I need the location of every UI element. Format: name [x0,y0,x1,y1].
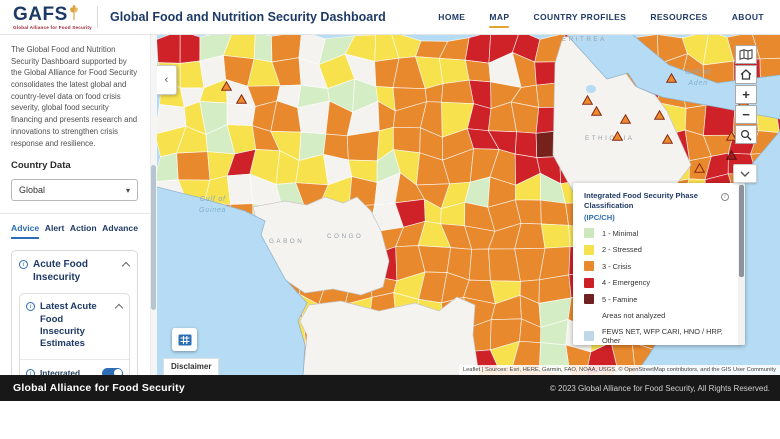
info-icon[interactable] [26,368,35,375]
sidebar: The Global Food and Nutrition Security D… [0,35,157,375]
legend-swatch [584,311,594,321]
legend-item-famine: 5 - Famine [584,294,729,304]
chevron-down-icon [740,171,750,177]
warning-triangle-icon [693,160,706,173]
disclaimer-button[interactable]: Disclaimer [163,358,220,375]
wheat-icon [69,4,78,20]
tab-alert[interactable]: Alert [44,223,65,234]
country-select[interactable]: Global ▾ [11,179,138,202]
legend-swatch [584,294,594,304]
legend-swatch [584,244,594,255]
tab-advance[interactable]: Advance [102,223,138,234]
chevron-down-icon: ▾ [125,185,130,195]
sidebar-tabs: Advice Alert Action Advance [11,223,138,240]
legend-subtitle-link[interactable]: (IPC/CH) [584,212,615,222]
legend-swatch [584,228,594,238]
sidebar-scrollbar-thumb[interactable] [151,165,156,310]
latest-estimates-card: Latest Acute Food Insecurity Estimates I… [19,293,130,375]
chevron-up-icon[interactable] [122,261,130,269]
legend-scrollbar[interactable] [738,183,745,345]
tab-action[interactable]: Action [69,223,97,234]
warning-triangle-icon [235,91,248,104]
info-icon[interactable] [26,302,35,312]
acute-food-insecurity-title: Acute Food Insecurity [33,259,88,283]
map-attribution: Leaflet | Sources: Esri, HERE, Garmin, F… [458,365,780,375]
warning-triangle-icon [725,147,738,160]
legend-item-other-sources: FEWS NET, WFP CARI, HNO / HRP, Other [584,327,729,345]
legend-swatch [584,277,594,288]
table-icon [178,334,191,345]
home-icon [740,69,752,80]
nav-country-profiles[interactable]: COUNTRY PROFILES [533,12,627,22]
ipc-layer-toggle[interactable] [102,367,123,375]
map-container: ERITREA ETHIOPIA GABON CONGO Gulf of Gui… [157,35,780,375]
brand-text: GAFS [13,3,68,25]
ipc-layer-title: Integrated Food Security Phase Classific… [40,367,81,375]
basemap-button[interactable] [735,45,757,64]
legend-swatch [584,331,594,341]
acute-food-insecurity-header[interactable]: Acute Food Insecurity [19,259,130,284]
dashboard-description: The Global Food and Nutrition Security D… [11,45,138,148]
gafs-logo[interactable]: GAFS Global Alliance for Food Security [0,3,95,30]
latest-estimates-header[interactable]: Latest Acute Food Insecurity Estimates [26,301,123,350]
legend-panel: Integrated Food Security Phase Classific… [573,183,745,345]
tab-advice[interactable]: Advice [11,223,40,240]
footer: Global Alliance for Food Security © 2023… [0,375,780,401]
sidebar-divider [0,213,150,215]
legend-title: Integrated Food Security Phase Classific… [584,191,698,211]
card-divider [20,358,129,360]
legend-swatch [584,261,594,271]
warning-triangle-icon [619,111,632,124]
warning-triangle-icon [665,70,678,83]
nav-resources[interactable]: RESOURCES [650,12,708,22]
info-icon[interactable] [721,193,729,201]
legend-item-not-analyzed: Areas not analyzed [584,311,729,321]
legend-item-stressed: 2 - Stressed [584,244,729,255]
country-select-value: Global [19,185,46,196]
warning-triangle-icon [220,78,233,91]
map-controls: + − [735,45,757,144]
info-icon[interactable] [19,260,28,270]
nav-about[interactable]: ABOUT [731,12,764,22]
zoom-out-button[interactable]: − [735,105,757,124]
footer-brand: Global Alliance for Food Security [13,382,185,394]
legend-scrollbar-thumb[interactable] [739,185,744,277]
data-table-button[interactable] [172,328,197,351]
footer-copyright: © 2023 Global Alliance for Food Security… [549,383,770,393]
ipc-layer-row: Integrated Food Security Phase Classific… [26,367,123,375]
zoom-in-button[interactable]: + [735,85,757,104]
latest-estimates-title: Latest Acute Food Insecurity Estimates [40,301,97,350]
brand-tagline: Global Alliance for Food Security [13,24,92,30]
legend-item-minimal: 1 - Minimal [584,228,729,238]
warning-triangle-icon [611,128,624,141]
nav-home[interactable]: HOME [438,12,466,22]
sidebar-scrollbar[interactable] [150,35,157,375]
choropleth-map[interactable] [157,35,780,375]
header: GAFS Global Alliance for Food Security G… [0,0,780,35]
warning-triangle-icon [725,128,738,141]
warning-triangle-icon [590,103,603,116]
search-button[interactable] [735,125,757,144]
basemap-icon [739,49,753,60]
warning-triangle-icon [653,107,666,120]
acute-food-insecurity-card: Acute Food Insecurity Latest Acute Food … [11,250,138,375]
legend-collapse-button[interactable] [733,164,757,183]
legend-item-emergency: 4 - Emergency [584,277,729,288]
nav-map[interactable]: MAP [489,0,510,34]
legend-item-crisis: 3 - Crisis [584,261,729,271]
warning-triangle-icon [661,131,674,144]
warning-triangle-icon [581,92,594,105]
country-data-label: Country Data [11,160,71,172]
main-nav: HOME MAP COUNTRY PROFILES RESOURCES ABOU… [438,0,780,34]
home-button[interactable] [735,65,757,84]
sidebar-collapse-button[interactable]: ‹ [157,65,177,95]
header-divider [97,6,98,28]
page-title: Global Food and Nutrition Security Dashb… [110,10,386,24]
chevron-up-icon[interactable] [115,303,123,311]
search-icon [740,129,752,140]
